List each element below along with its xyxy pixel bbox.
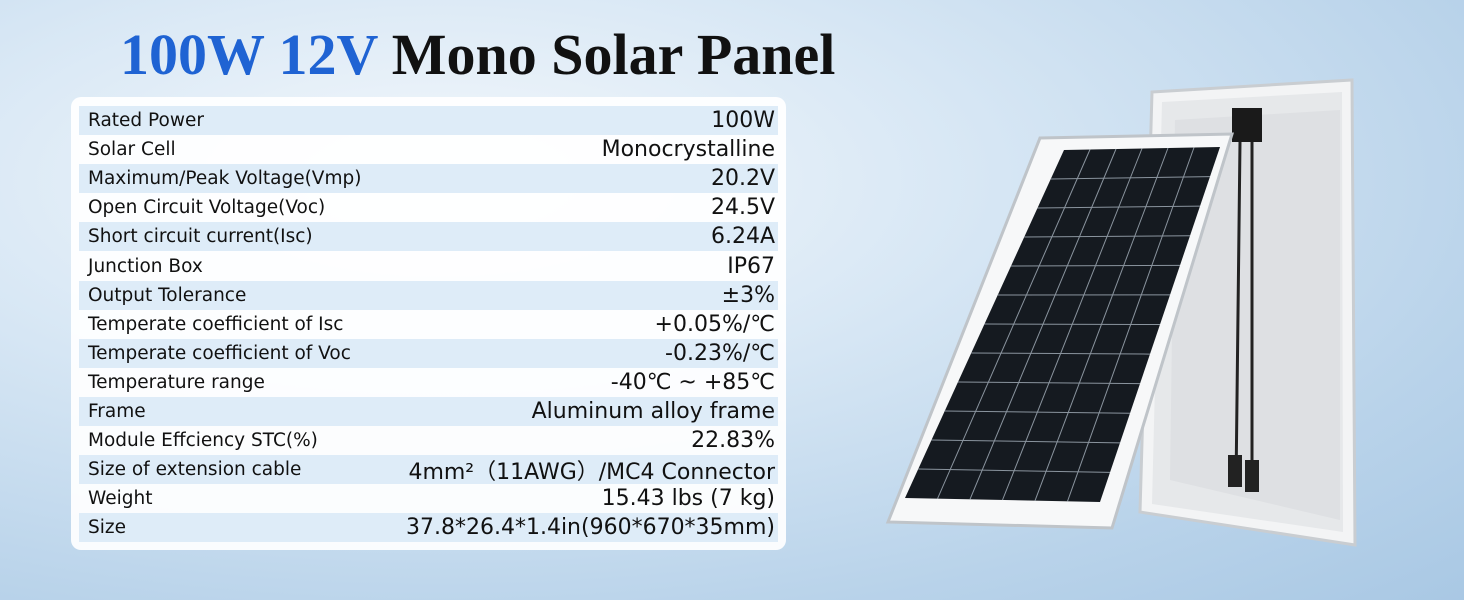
- title-rest: Mono Solar Panel: [391, 22, 836, 87]
- title: 100W 12V Mono Solar Panel: [120, 18, 835, 92]
- spec-label: Short circuit current(Isc): [88, 226, 313, 248]
- spec-row: Junction Box IP67: [79, 252, 778, 281]
- spec-label: Module Effciency STC(%): [88, 430, 318, 452]
- spec-row: Solar Cell Monocrystalline: [79, 135, 778, 164]
- spec-label: Temperate coefficient of Voc: [88, 342, 351, 364]
- cell-line: [937, 149, 1091, 499]
- spec-label: Frame: [88, 401, 146, 422]
- spec-row: Open Circuit Voltage(Voc) 24.5V: [79, 193, 778, 222]
- spec-value: 24.5V: [710, 195, 775, 221]
- spec-label: Weight: [88, 488, 153, 510]
- spec-row: Weight 15.43 lbs (7 kg): [79, 484, 778, 513]
- spec-row: Temperate coefficient of Voc -0.23%/℃: [79, 338, 778, 368]
- junction-box: [1232, 108, 1262, 142]
- spec-value: 4mm²（11AWG）/MC4 Connector: [408, 459, 775, 485]
- spec-row: Rated Power 100W: [79, 106, 778, 135]
- spec-value: +0.05%/℃: [654, 311, 775, 337]
- spec-value: Monocrystalline: [601, 137, 775, 163]
- spec-label: Temperate coefficient of Isc: [88, 313, 344, 335]
- spec-value: 6.24A: [710, 224, 775, 250]
- spec-value: IP67: [727, 253, 775, 279]
- spec-value: -0.23%/℃: [665, 340, 775, 366]
- spec-label: Maximum/Peak Voltage(Vmp): [88, 168, 362, 190]
- spec-row: Temperature range -40℃ ~ +85℃: [79, 368, 778, 397]
- spec-value: 22.83%: [691, 428, 775, 454]
- spec-label: Size of extension cable: [88, 459, 302, 481]
- cell-line: [1034, 147, 1169, 501]
- spec-row: Module Effciency STC(%) 22.83%: [79, 426, 778, 455]
- spec-label: Size: [88, 517, 126, 539]
- spec-label: Output Tolerance: [88, 284, 247, 306]
- cables: [1234, 141, 1254, 486]
- spec-value: 37.8*26.4*1.4in(960*670*35mm): [405, 515, 775, 541]
- cell-line: [969, 148, 1117, 500]
- spec-label: Junction Box: [88, 255, 203, 277]
- spec-value: 20.2V: [710, 166, 775, 192]
- title-highlight: 100W 12V: [120, 22, 378, 87]
- spec-row: Size of extension cable 4mm²（11AWG）/MC4 C…: [79, 455, 778, 485]
- spec-value: ±3%: [721, 282, 775, 308]
- spec-table: Rated Power 100W Solar Cell Monocrystalline…: [71, 97, 786, 550]
- cell-line: [1067, 147, 1195, 502]
- spec-label: Temperature range: [88, 371, 265, 393]
- spec-row: Temperate coefficient of Isc +0.05%/℃: [79, 310, 778, 339]
- cell-line: [1002, 148, 1143, 501]
- spec-value: 100W: [711, 108, 775, 133]
- spec-label: Open Circuit Voltage(Voc): [88, 197, 326, 219]
- spec-value: Aluminum alloy frame: [531, 399, 775, 424]
- spec-row: Output Tolerance ±3%: [79, 280, 778, 310]
- spec-value: 15.43 lbs (7 kg): [601, 486, 775, 512]
- spec-row: Frame Aluminum alloy frame: [79, 397, 778, 426]
- spec-row: Size 37.8*26.4*1.4in(960*670*35mm): [79, 513, 778, 543]
- spec-label: Solar Cell: [88, 139, 176, 161]
- spec-row: Short circuit current(Isc) 6.24A: [79, 222, 778, 252]
- connector: [1245, 460, 1259, 492]
- cell-grid: [918, 147, 1211, 502]
- spec-value: -40℃ ~ +85℃: [610, 369, 775, 395]
- spec-row: Maximum/Peak Voltage(Vmp) 20.2V: [79, 164, 778, 194]
- back-shadow: [1170, 110, 1340, 520]
- spec-label: Rated Power: [88, 110, 204, 131]
- connector: [1228, 455, 1242, 487]
